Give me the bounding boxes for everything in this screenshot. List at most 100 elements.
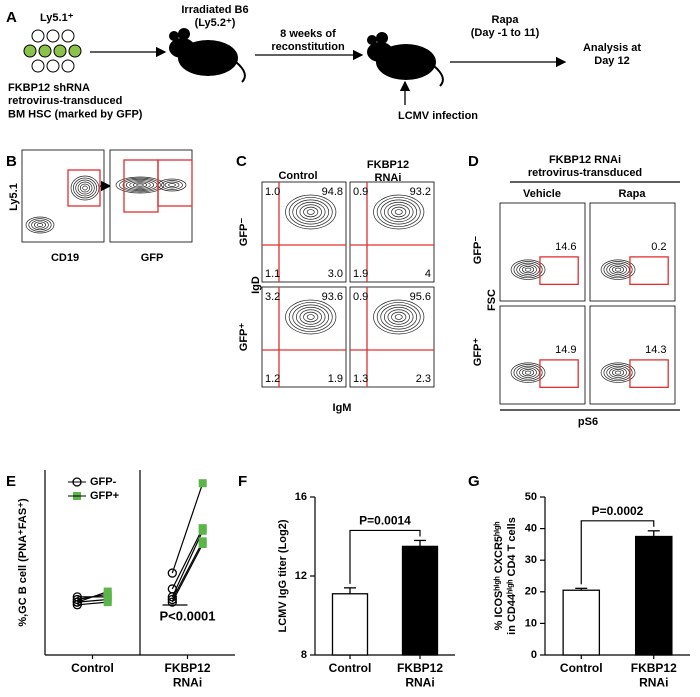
row-label: GFP⁻ (472, 236, 484, 265)
text-line: FKBP12 (397, 661, 443, 675)
contour (303, 206, 319, 218)
contour (380, 304, 418, 330)
x-tick-label: Control (329, 661, 372, 675)
quadrant-value: 1.3 (353, 373, 368, 385)
row-label: GFP⁺ (238, 323, 250, 352)
y-tick-label: 30 (525, 554, 537, 566)
point (198, 540, 207, 548)
contour (519, 264, 537, 275)
text-line: Irradiated B6 (181, 4, 248, 16)
quadrant-value: 4 (425, 268, 431, 280)
text-line: retrovirus-transduced (528, 167, 642, 179)
quadrant-value: 93.2 (410, 186, 431, 198)
contour (524, 267, 532, 272)
column-title: Rapa (619, 188, 647, 200)
contour (70, 175, 100, 201)
contour (380, 199, 418, 225)
y-tick-label: 12 (295, 570, 307, 582)
axis-label: IgM (333, 402, 352, 414)
significance-bracket (349, 529, 421, 584)
text-line: RNAi (375, 172, 402, 184)
point (103, 592, 112, 601)
contour (609, 264, 627, 275)
contour (295, 201, 326, 223)
text-line: FKBP12 RNAi (549, 154, 621, 166)
y-tick-label: 20 (525, 586, 537, 598)
legend-label: GFP- (90, 476, 117, 488)
contour (522, 369, 535, 377)
panel-label: A (6, 9, 17, 26)
gate (629, 359, 669, 388)
column-title: Control (278, 170, 317, 182)
row-label: GFP⁻ (238, 218, 250, 247)
pair-line (77, 598, 108, 603)
significance-bracket (580, 520, 655, 585)
quadrant-value: 2.3 (416, 373, 431, 385)
contour (129, 181, 151, 189)
column-title: FKBP12 RNAi (367, 159, 409, 184)
annotation: P<0.0001 (159, 608, 215, 623)
text-line: Rapa (492, 14, 520, 26)
contour (34, 221, 46, 229)
x-tick-label: FKBP12 RNAi (397, 661, 443, 689)
quadrant-value: 1.9 (353, 268, 368, 280)
gate (539, 256, 579, 285)
hsc-cells (23, 29, 82, 73)
contour (387, 204, 410, 220)
y-axis-label: %,GC B cell (PNA⁺FAS⁺) (17, 498, 29, 627)
flow-plot (261, 181, 347, 283)
panel-title: FKBP12 RNAi retrovirus-transduced (528, 154, 642, 179)
column-title: Vehicle (523, 188, 561, 200)
flow-plot (349, 286, 435, 388)
point (198, 479, 207, 488)
text-line: FKBP12 (164, 661, 210, 675)
text-line: FKBP12 (367, 159, 409, 171)
contour (373, 194, 425, 230)
axis-label: pS6 (578, 416, 598, 428)
contour (292, 304, 330, 330)
pair-line (171, 530, 204, 598)
panel-label: C (236, 153, 247, 170)
contour (603, 261, 633, 279)
bar (562, 589, 601, 656)
contour (161, 180, 183, 190)
bar (634, 535, 673, 656)
contour (168, 183, 176, 187)
pair-line (171, 541, 204, 600)
axis-label: GFP (141, 252, 164, 264)
axis-label: FSC (486, 289, 498, 311)
quadrant-value: 0.9 (353, 291, 368, 303)
contour (394, 314, 403, 320)
contour (285, 194, 337, 230)
panel-label: D (468, 153, 479, 170)
contour (132, 182, 148, 188)
contour (28, 218, 52, 232)
y-axis-label: LCMV IgG titer (Log2) (277, 519, 289, 632)
x-tick-label: FKBP12 RNAi (164, 661, 210, 689)
contour (614, 267, 622, 272)
quadrant-value: 93.6 (322, 291, 343, 303)
point (198, 526, 207, 535)
step-label: 8 weeks of reconstitution (271, 28, 345, 53)
contour (383, 201, 414, 223)
panel-label: B (6, 153, 17, 170)
contour (513, 364, 543, 382)
legend-label: GFP+ (90, 490, 119, 502)
contour (36, 223, 44, 227)
pair-line (171, 527, 204, 590)
contour (77, 181, 93, 195)
y-tick-label: 8 (301, 649, 307, 661)
contour (612, 266, 625, 274)
pair-line (171, 483, 204, 574)
panel-label: E (6, 473, 16, 490)
gate-value: 0.2 (651, 241, 666, 253)
donor-label: Ly5.1⁺ (40, 12, 74, 24)
text-line: BM HSC (marked by GFP) (8, 108, 143, 120)
step-label: Rapa (Day -1 to 11) (471, 14, 540, 39)
gate (67, 169, 101, 207)
contour (125, 180, 155, 190)
flow-plot (349, 181, 435, 283)
annotation: P=0.0014 (359, 514, 411, 528)
recipient-label: Irradiated B6 (Ly5.2⁺) (181, 4, 248, 29)
text-line: FKBP12 (631, 661, 677, 675)
